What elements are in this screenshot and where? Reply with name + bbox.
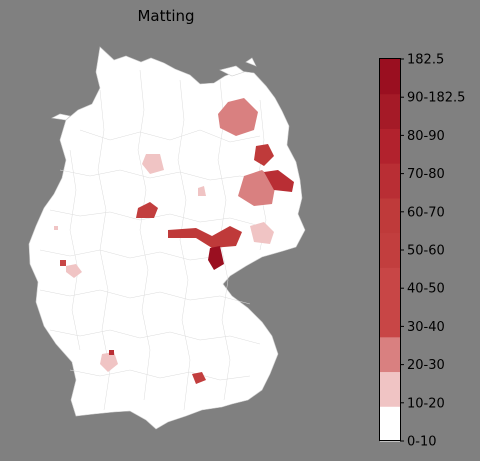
district-east-cluster [238,170,276,206]
colorbar-swatch [380,267,400,303]
colorbar-swatch [380,163,400,199]
colorbar-tick-label: 90-182.5 [407,91,465,106]
colorbar-swatch [380,302,400,338]
district-borders [39,69,281,411]
colorbar-swatches [380,59,400,442]
colorbar-tick-label: 30-40 [407,320,445,335]
district-west-tiny [54,226,58,230]
district-central-west [136,202,158,218]
colorbar-swatch [380,128,400,164]
colorbar-ticks: 0-10 10-20 20-30 30-40 40-50 50-60 60-70 70-80 8… [400,53,465,450]
district-southwest-light [100,352,118,372]
colorbar-swatch [380,59,400,95]
highlighted-districts [54,98,294,384]
district-south-small [192,372,206,384]
map-title: Matting [137,7,195,25]
district-southwest-dark [109,350,114,355]
colorbar-tick-label: 80-90 [407,129,445,144]
colorbar-tick-label: 60-70 [407,205,445,220]
germany-outline [28,46,306,430]
colorbar-tick-label: 40-50 [407,282,445,297]
colorbar-swatch [380,406,400,442]
colorbar-tick-label: 70-80 [407,167,445,182]
colorbar-tick-label: 10-20 [407,396,445,411]
colorbar-tick-label: 20-30 [407,358,445,373]
district-north-small [142,154,164,174]
district-east-light [250,222,274,244]
colorbar-swatch [380,232,400,268]
colorbar-tick-label: 50-60 [407,244,445,259]
coastal-islands [51,57,257,121]
district-east-dark [264,170,294,192]
colorbar-tick-label: 182.5 [407,53,444,68]
district-west-light [66,264,82,278]
germany-choropleth-map [28,46,306,430]
district-northeast-large [218,98,258,136]
colorbar-tick-label: 0-10 [407,435,437,450]
colorbar-swatch [380,371,400,407]
district-northeast-small [254,144,274,166]
colorbar-swatch [380,197,400,234]
district-central-dark [208,246,224,270]
district-north-tiny [198,186,206,196]
district-west-small-1 [60,260,66,266]
colorbar-swatch [380,93,400,129]
district-central-belt [168,226,242,248]
colorbar-swatch [380,336,400,373]
